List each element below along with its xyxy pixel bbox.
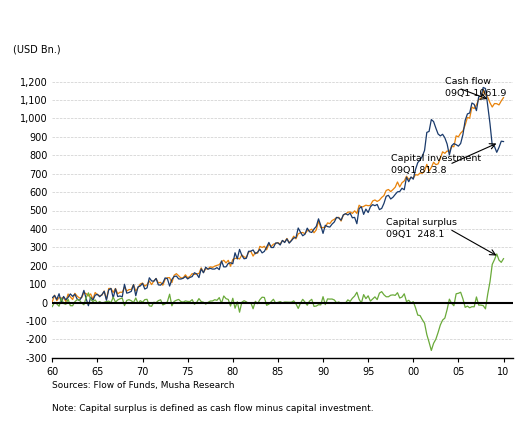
Text: Figure 5 : US Corporate Sector: Cash flow, Capital Investment, and Surplus(free : Figure 5 : US Corporate Sector: Cash flo… <box>21 15 502 25</box>
Text: Cash flow: Cash flow <box>445 77 491 85</box>
Text: Sources: Flow of Funds, Musha Research: Sources: Flow of Funds, Musha Research <box>52 381 235 390</box>
Text: Capital surplus: Capital surplus <box>386 218 457 227</box>
Text: Capital investment: Capital investment <box>391 154 481 163</box>
Text: 09Q1 813.8: 09Q1 813.8 <box>391 165 446 175</box>
Text: 09Q1  248.1: 09Q1 248.1 <box>386 230 445 239</box>
Text: Note: Capital surplus is defined as cash flow minus capital investment.: Note: Capital surplus is defined as cash… <box>52 404 374 413</box>
Text: 09Q1 1061.9: 09Q1 1061.9 <box>445 88 506 98</box>
Text: flow)          – Net savings at U.S. companies are at an all-time high: flow) – Net savings at U.S. companies ar… <box>75 40 448 51</box>
Text: (USD Bn.): (USD Bn.) <box>13 44 61 54</box>
